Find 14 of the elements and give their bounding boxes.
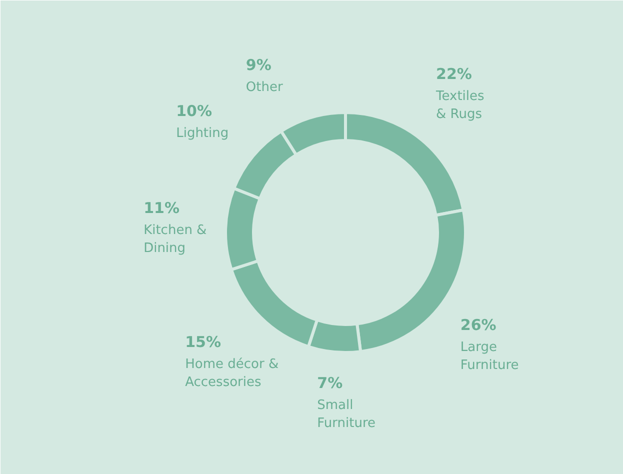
slice-label: Textiles & Rugs — [435, 89, 485, 122]
slice-label: Large Furniture — [460, 340, 519, 373]
data-label: 9% — [246, 56, 272, 74]
slice-label: Other — [246, 80, 284, 96]
data-label: 26% — [460, 316, 496, 334]
slice-label: Small Furniture — [317, 398, 376, 431]
data-label: 15% — [185, 332, 221, 351]
data-label: 11% — [144, 199, 180, 218]
data-label: 7% — [317, 374, 343, 392]
slice-label: Kitchen & Dining — [144, 223, 207, 256]
slice-label: Lighting — [176, 126, 229, 141]
data-label: 10% — [176, 102, 212, 120]
slice-label: Home décor & Accessories — [185, 356, 279, 390]
data-label: 22% — [436, 65, 472, 84]
